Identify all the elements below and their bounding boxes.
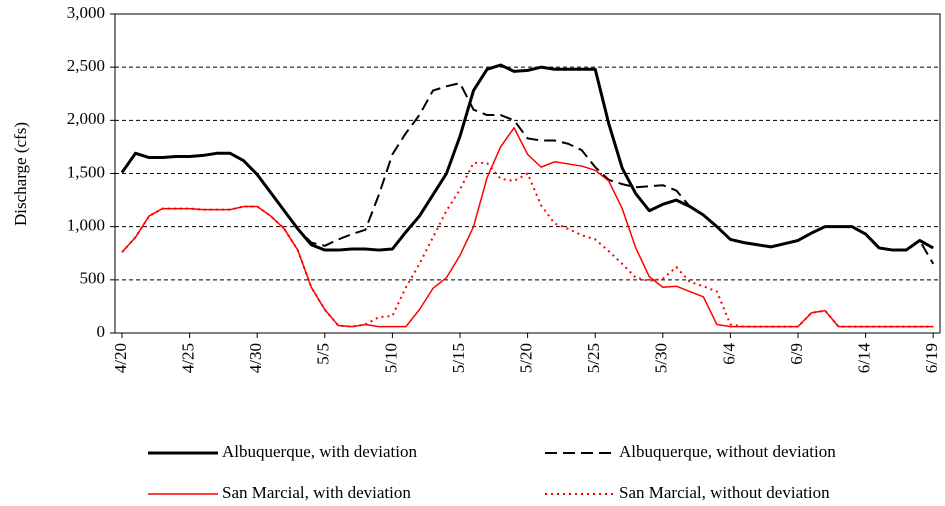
y-tick-label: 500 [80, 269, 106, 288]
x-tick-label: 5/20 [517, 343, 536, 373]
legend-label: San Marcial, with deviation [222, 483, 411, 502]
x-tick-label: 5/30 [652, 343, 671, 373]
y-tick-label: 2,000 [67, 109, 105, 128]
series-line [121, 127, 934, 328]
x-tick-label: 6/14 [855, 343, 874, 374]
x-tick-label: 4/25 [179, 343, 198, 373]
y-tick-label: 2,500 [67, 56, 105, 75]
legend-label: Albuquerque, with deviation [222, 442, 417, 461]
y-tick-label: 1,500 [67, 162, 105, 181]
series-line [121, 161, 934, 328]
x-tick-label: 6/4 [719, 343, 738, 365]
legend-label: San Marcial, without deviation [619, 483, 830, 502]
y-tick-label: 1,000 [67, 216, 105, 235]
x-tick-label: 5/15 [449, 343, 468, 373]
x-tick-label: 5/25 [584, 343, 603, 373]
x-tick-label: 6/19 [922, 343, 941, 373]
series-line [121, 82, 935, 265]
x-tick-label: 6/9 [787, 343, 806, 365]
x-tick-label: 5/10 [381, 343, 400, 373]
y-axis-label: Discharge (cfs) [11, 122, 30, 226]
legend-label: Albuquerque, without deviation [619, 442, 836, 461]
x-tick-label: 4/30 [246, 343, 265, 373]
series-line [120, 63, 934, 252]
x-tick-label: 5/5 [314, 343, 333, 365]
y-tick-label: 3,000 [67, 3, 105, 22]
x-tick-label: 4/20 [111, 343, 130, 373]
y-tick-label: 0 [97, 322, 106, 341]
